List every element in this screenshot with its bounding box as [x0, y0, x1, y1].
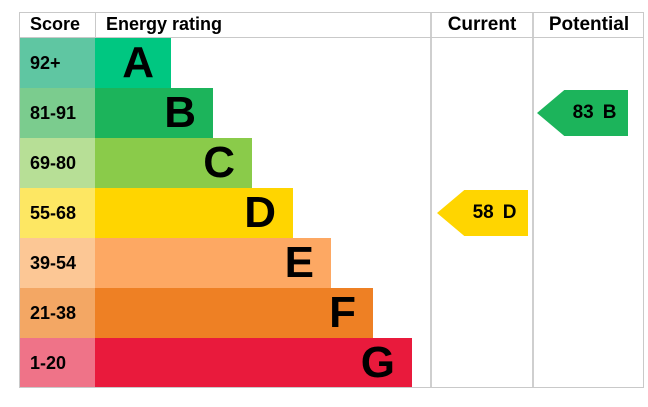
band-row-c: 69-80 C — [19, 138, 431, 188]
band-bar-c: C — [95, 138, 252, 188]
band-bar-d: D — [95, 188, 293, 238]
band-row-e: 39-54 E — [19, 238, 431, 288]
potential-rating-letter: B — [602, 102, 617, 123]
band-bar-b: B — [95, 88, 213, 138]
band-row-a: 92+ A — [19, 38, 431, 88]
band-letter: E — [284, 238, 314, 287]
band-letter: A — [122, 38, 154, 87]
score-column-header: Score — [30, 14, 81, 34]
current-column-divider — [430, 12, 432, 388]
band-letter: B — [164, 88, 196, 137]
band-letter: F — [329, 288, 356, 337]
band-bar-e: E — [95, 238, 331, 288]
band-row-f: 21-38 F — [19, 288, 431, 338]
band-row-d: 55-68 D — [19, 188, 431, 238]
score-range-label: 69-80 — [19, 138, 95, 188]
band-bar-f: F — [95, 288, 373, 338]
score-range-label: 39-54 — [19, 238, 95, 288]
potential-column-divider — [532, 12, 534, 388]
potential-rating-arrow: 83 B — [537, 90, 628, 136]
band-bar-a: A — [95, 38, 171, 88]
band-letter: G — [360, 338, 395, 387]
header-divider — [19, 37, 644, 38]
current-rating-arrow: 58 D — [437, 190, 528, 236]
current-rating-score: 58 — [472, 202, 494, 223]
band-letter: D — [244, 188, 276, 237]
band-row-b: 81-91 B — [19, 88, 431, 138]
current-rating-letter: D — [502, 202, 517, 223]
band-letter: C — [203, 138, 235, 187]
score-range-label: 1-20 — [19, 338, 95, 388]
current-column-header: Current — [447, 14, 517, 35]
energy-rating-column-header: Energy rating — [106, 14, 223, 34]
epc-table: Score Energy rating Current Potential 92… — [19, 12, 644, 388]
score-range-label: 21-38 — [19, 288, 95, 338]
score-column-divider — [95, 12, 96, 37]
score-range-label: 81-91 — [19, 88, 95, 138]
potential-column-header: Potential — [548, 14, 630, 35]
band-row-g: 1-20 G — [19, 338, 431, 388]
potential-rating-score: 83 — [572, 102, 594, 123]
band-bar-g: G — [95, 338, 412, 388]
score-range-label: 92+ — [19, 38, 95, 88]
score-range-label: 55-68 — [19, 188, 95, 238]
